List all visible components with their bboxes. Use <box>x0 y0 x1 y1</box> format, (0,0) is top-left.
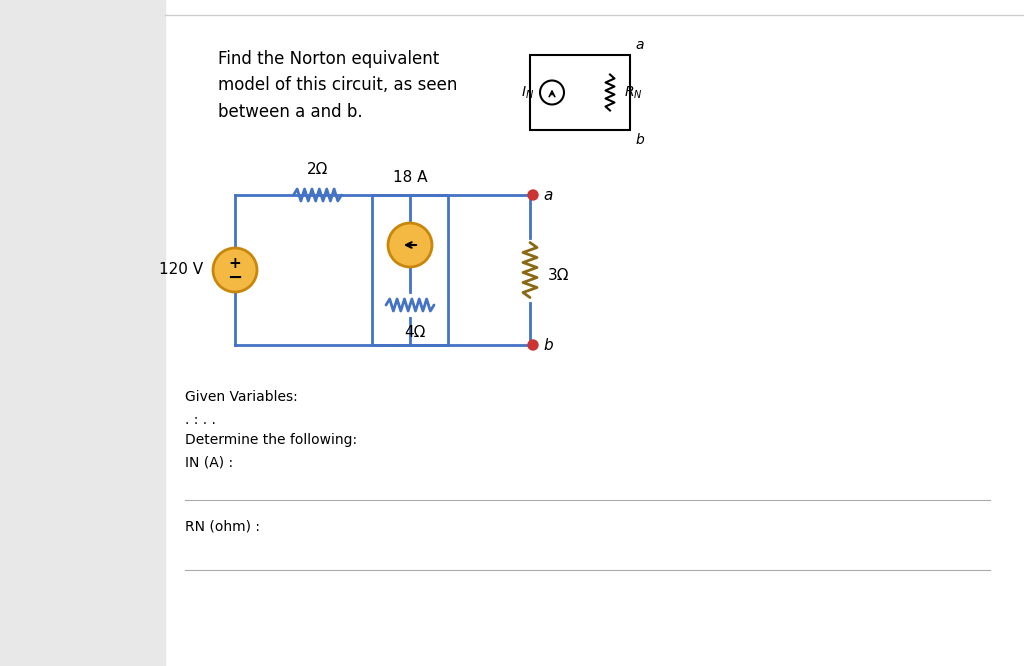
Text: +: + <box>228 256 242 270</box>
Text: IN (A) :: IN (A) : <box>185 455 233 469</box>
Text: −: − <box>227 269 243 287</box>
Circle shape <box>528 190 538 200</box>
Bar <box>530 55 630 130</box>
Text: $I_N$: $I_N$ <box>521 85 534 101</box>
Text: Given Variables:: Given Variables: <box>185 390 298 404</box>
Text: $R_N$: $R_N$ <box>624 85 643 101</box>
Text: 2Ω: 2Ω <box>307 162 328 177</box>
Text: 3Ω: 3Ω <box>548 268 569 282</box>
Bar <box>372 195 449 345</box>
Text: a: a <box>635 38 643 52</box>
Text: 4Ω: 4Ω <box>404 325 426 340</box>
Text: b: b <box>543 338 553 352</box>
Text: b: b <box>635 133 644 147</box>
Text: Determine the following:: Determine the following: <box>185 433 357 447</box>
Text: RN (ohm) :: RN (ohm) : <box>185 520 260 534</box>
Text: a: a <box>543 188 552 202</box>
Text: 120 V: 120 V <box>159 262 203 278</box>
Circle shape <box>528 340 538 350</box>
Circle shape <box>388 223 432 267</box>
Text: Find the Norton equivalent
model of this circuit, as seen
between a and b.: Find the Norton equivalent model of this… <box>218 50 458 121</box>
Circle shape <box>213 248 257 292</box>
Text: 18 A: 18 A <box>393 170 427 185</box>
Text: . : . .: . : . . <box>185 413 216 427</box>
